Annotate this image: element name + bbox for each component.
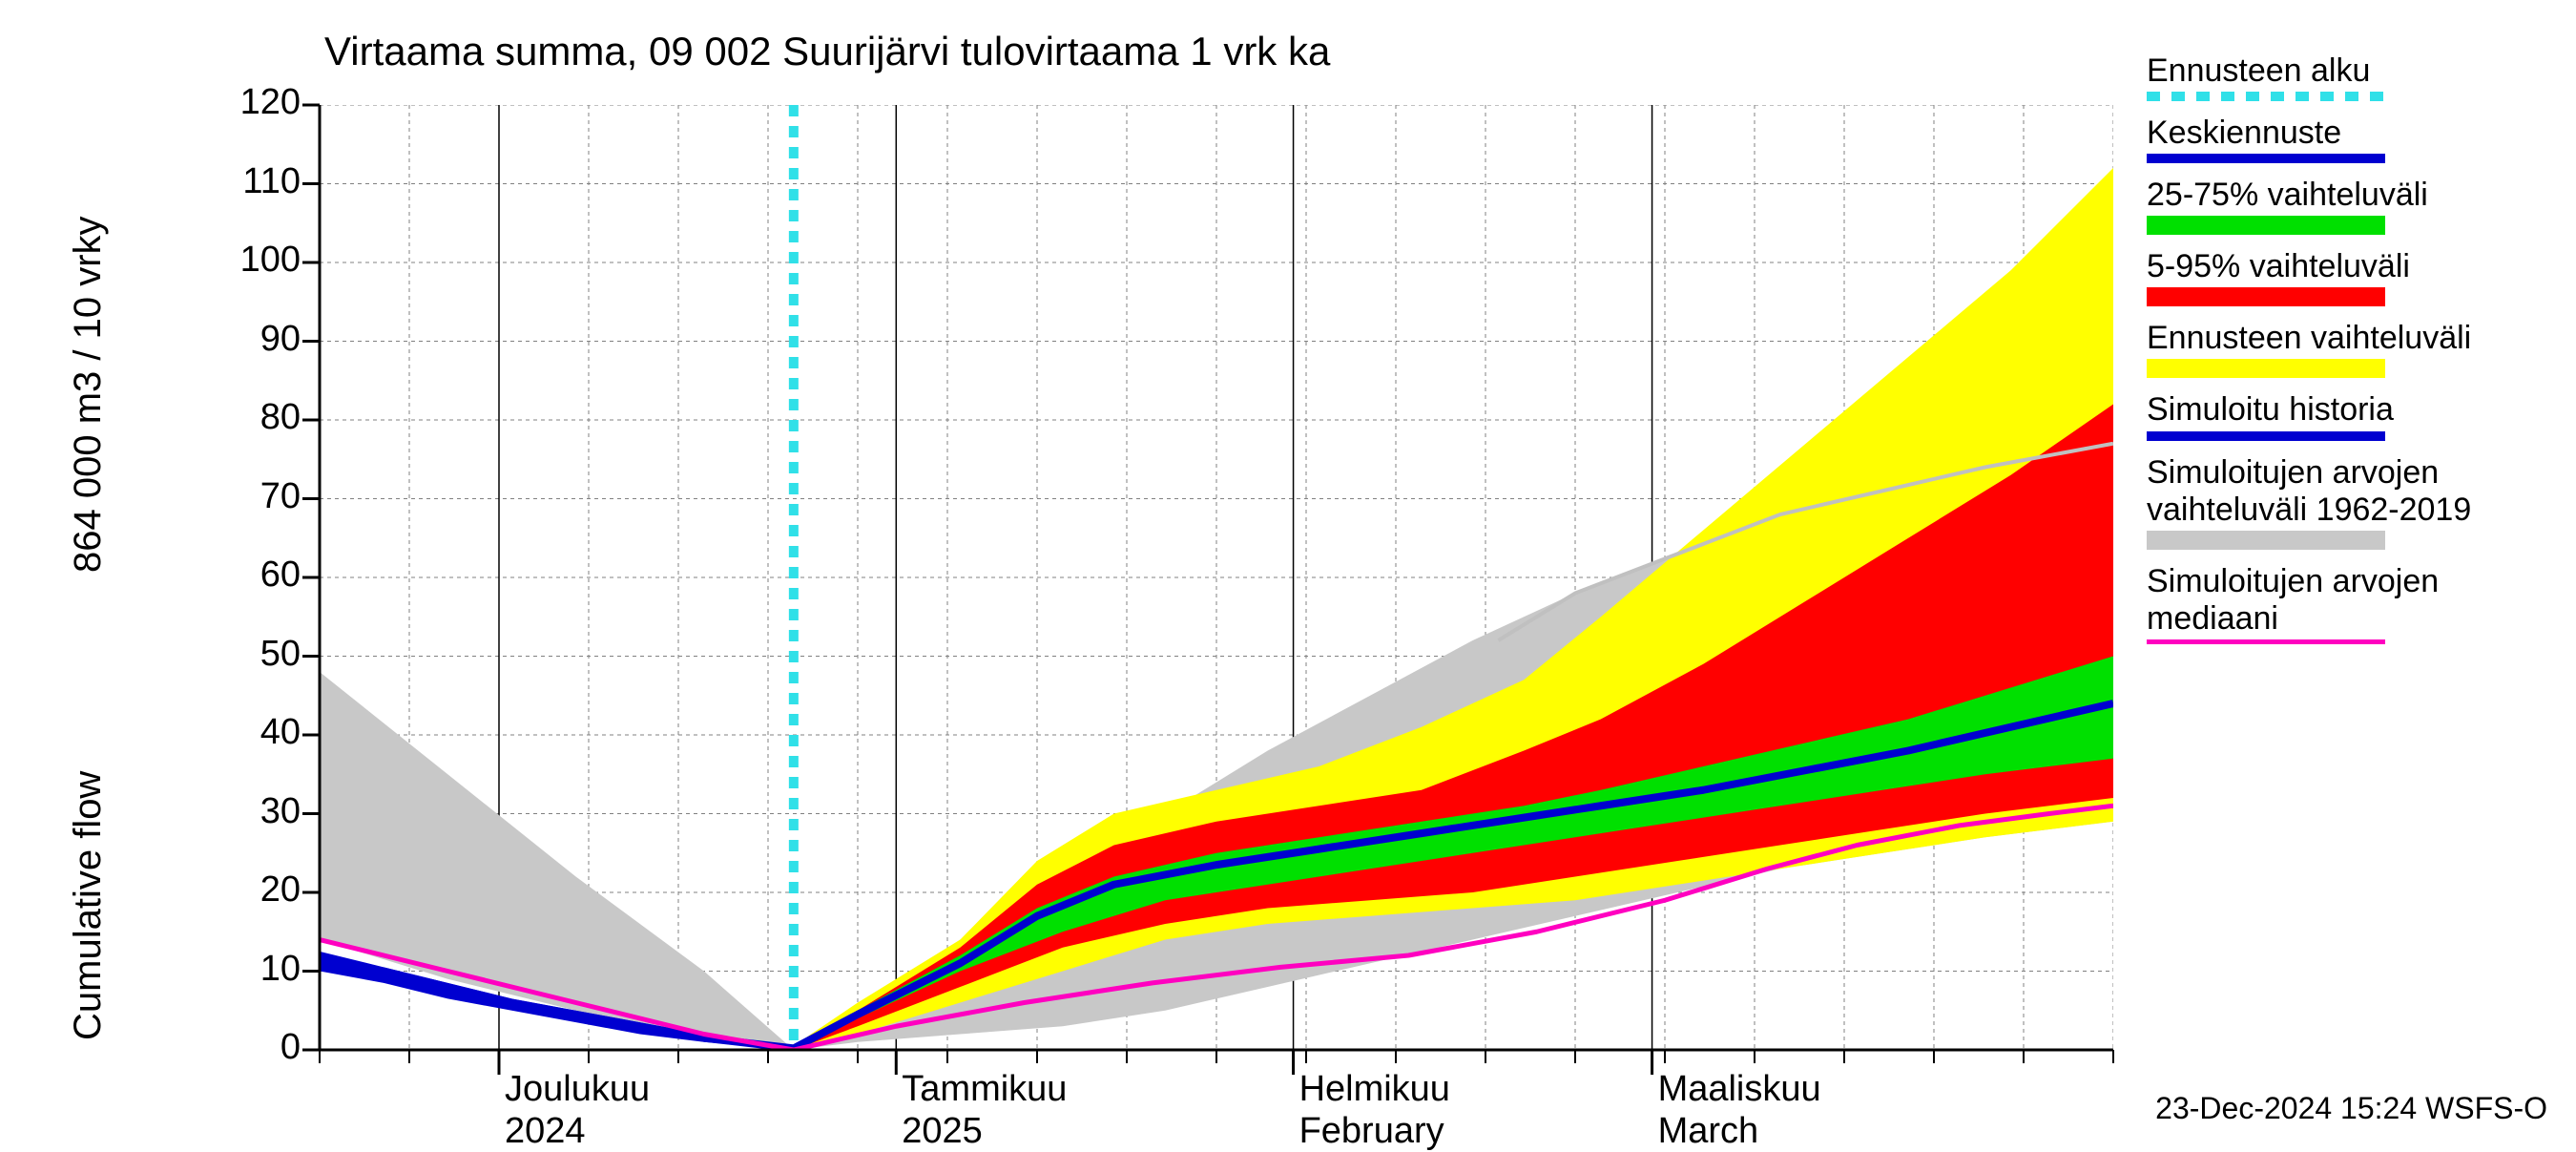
- legend-swatch: [2147, 287, 2385, 306]
- x-month-label: Helmikuu: [1299, 1069, 1450, 1110]
- y-tick-label: 80: [215, 397, 301, 438]
- legend-swatch: [2147, 359, 2385, 378]
- legend-label: Simuloitujen arvojen vaihteluväli 1962-2…: [2147, 454, 2557, 529]
- legend-swatch: [2147, 216, 2385, 235]
- x-month-sublabel: 2025: [902, 1111, 983, 1152]
- legend-item: Keskiennuste: [2147, 115, 2557, 163]
- x-month-label: Maaliskuu: [1658, 1069, 1821, 1110]
- legend-label: 5-95% vaihteluväli: [2147, 248, 2557, 285]
- chart-container: Virtaama summa, 09 002 Suurijärvi tulovi…: [0, 0, 2576, 1145]
- legend-item: Simuloitujen arvojen vaihteluväli 1962-2…: [2147, 454, 2557, 550]
- legend: Ennusteen alku Keskiennuste 25-75% vaihtel…: [2147, 52, 2557, 658]
- legend-label: Keskiennuste: [2147, 115, 2557, 152]
- legend-swatch: [2147, 639, 2385, 644]
- x-month-label: Tammikuu: [902, 1069, 1067, 1110]
- legend-swatch: [2147, 431, 2385, 441]
- y-tick-label: 0: [215, 1027, 301, 1068]
- legend-item: 5-95% vaihteluväli: [2147, 248, 2557, 306]
- x-month-sublabel: 2024: [505, 1111, 586, 1152]
- y-tick-label: 60: [215, 555, 301, 596]
- legend-label: Ennusteen alku: [2147, 52, 2557, 90]
- x-month-sublabel: March: [1658, 1111, 1759, 1152]
- y-tick-label: 40: [215, 712, 301, 753]
- legend-swatch: [2147, 531, 2385, 550]
- legend-label: 25-75% vaihteluväli: [2147, 177, 2557, 214]
- footer-timestamp: 23-Dec-2024 15:24 WSFS-O: [2155, 1091, 2547, 1126]
- y-tick-label: 70: [215, 476, 301, 517]
- legend-label: Simuloitu historia: [2147, 391, 2557, 429]
- y-tick-label: 10: [215, 949, 301, 990]
- legend-item: Simuloitu historia: [2147, 391, 2557, 440]
- legend-label: Ennusteen vaihteluväli: [2147, 320, 2557, 357]
- legend-item: Simuloitujen arvojen mediaani: [2147, 563, 2557, 644]
- legend-swatch: [2147, 92, 2385, 101]
- y-tick-label: 120: [215, 82, 301, 123]
- y-tick-label: 100: [215, 240, 301, 281]
- legend-item: Ennusteen vaihteluväli: [2147, 320, 2557, 378]
- y-tick-label: 110: [215, 161, 301, 202]
- x-month-sublabel: February: [1299, 1111, 1444, 1152]
- y-tick-label: 20: [215, 869, 301, 911]
- y-tick-label: 30: [215, 791, 301, 832]
- legend-item: 25-75% vaihteluväli: [2147, 177, 2557, 235]
- legend-swatch: [2147, 154, 2385, 163]
- y-tick-label: 50: [215, 634, 301, 675]
- legend-label: Simuloitujen arvojen mediaani: [2147, 563, 2557, 638]
- y-tick-label: 90: [215, 319, 301, 360]
- x-month-label: Joulukuu: [505, 1069, 650, 1110]
- legend-item: Ennusteen alku: [2147, 52, 2557, 101]
